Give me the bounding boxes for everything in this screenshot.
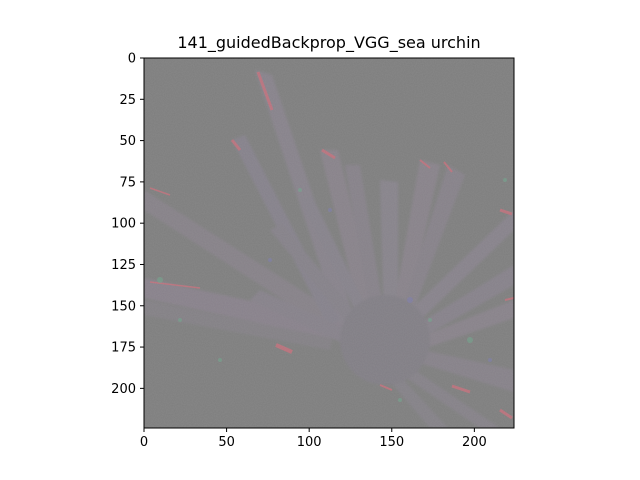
y-tick-label: 75 — [119, 175, 136, 190]
y-tick-label: 100 — [111, 217, 136, 232]
x-tick-label: 150 — [379, 435, 404, 450]
x-tick-label: 50 — [218, 435, 235, 450]
y-tick-label: 50 — [119, 134, 136, 149]
saliency-image — [144, 58, 514, 428]
y-tick-label: 0 — [128, 52, 136, 67]
y-tick-label: 25 — [119, 93, 136, 108]
y-tick-label: 125 — [111, 258, 136, 273]
x-tick-label: 0 — [140, 435, 148, 450]
y-tick-label: 175 — [111, 341, 136, 356]
y-tick-label: 150 — [111, 299, 136, 314]
y-tick-label: 200 — [111, 382, 136, 397]
x-tick-label: 100 — [297, 435, 322, 450]
x-tick-label: 200 — [462, 435, 487, 450]
axes-frame — [143, 57, 515, 429]
plot-title: 141_guidedBackprop_VGG_sea urchin — [177, 33, 481, 52]
x-axis: 0 50 100 150 200 — [140, 428, 487, 450]
y-axis: 0 25 50 75 100 125 150 175 200 — [111, 52, 144, 397]
